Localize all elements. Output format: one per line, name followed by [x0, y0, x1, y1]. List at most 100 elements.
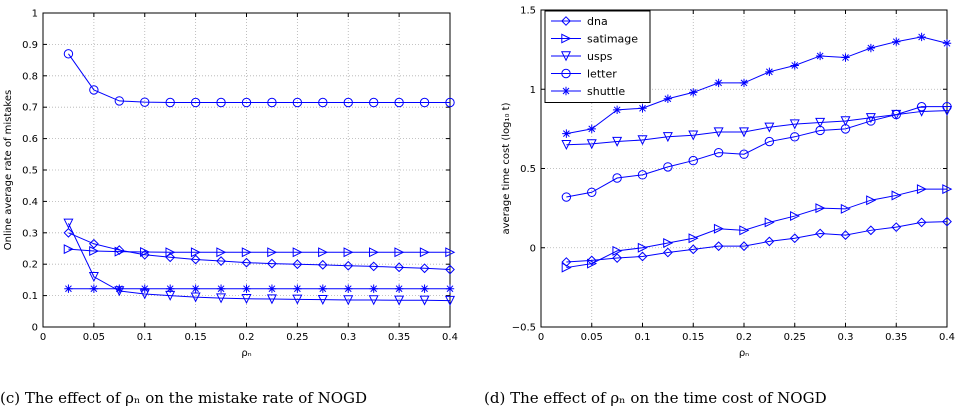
data-point: [790, 211, 801, 222]
data-point: [165, 247, 176, 258]
data-point: [587, 258, 598, 269]
x-axis-label: ρₙ: [241, 348, 251, 359]
data-point: [891, 222, 902, 233]
data-point: [140, 246, 151, 257]
data-point: [789, 233, 800, 244]
data-point: [638, 104, 647, 113]
x-tick-label: 0.25: [784, 332, 806, 343]
data-point: [865, 113, 876, 124]
data-point: [764, 217, 775, 228]
data-point: [713, 241, 724, 252]
data-point: [419, 247, 430, 258]
legend-label: shuttle: [587, 85, 625, 98]
series-line: [566, 106, 947, 198]
y-tick-label: 0.9: [22, 40, 38, 51]
data-point: [368, 295, 379, 306]
data-point: [317, 294, 328, 306]
data-point: [216, 284, 226, 293]
data-point: [587, 187, 597, 197]
data-point: [444, 295, 456, 306]
x-tick-label: 0.2: [239, 332, 255, 343]
legend-marker: [560, 51, 572, 62]
data-point: [689, 88, 698, 97]
data-point: [88, 238, 99, 249]
y-axis-label: Online average rate of mistakes: [3, 90, 14, 250]
data-point: [318, 284, 328, 293]
data-point: [266, 294, 277, 305]
data-point: [318, 247, 329, 258]
data-point: [840, 230, 851, 240]
data-point: [612, 136, 623, 147]
data-point: [343, 260, 354, 271]
data-point: [63, 244, 74, 255]
caption-time-cost: (d) The effect of ρₙ on the time cost of…: [484, 389, 827, 407]
series-satimage: [561, 184, 953, 273]
data-point: [242, 284, 251, 293]
data-point: [292, 294, 303, 305]
x-tick-label: 0.05: [83, 332, 105, 343]
y-tick-label: 0.2: [22, 260, 38, 271]
data-point: [267, 284, 277, 293]
series-letter: [561, 101, 952, 202]
x-tick-label: 0.35: [388, 332, 410, 343]
data-point: [115, 284, 124, 293]
data-point: [663, 162, 673, 172]
caption-mistake-rate: (c) The effect of ρₙ on the mistake rate…: [0, 389, 368, 407]
data-point: [637, 135, 648, 146]
y-tick-label: 0.8: [22, 71, 38, 82]
data-point: [368, 247, 380, 258]
x-tick-label: 0.25: [286, 332, 308, 343]
data-point: [866, 43, 876, 53]
x-axis-label: ρₙ: [739, 348, 749, 359]
data-point: [368, 97, 379, 108]
x-tick-label: 0.15: [184, 332, 206, 343]
data-point: [688, 155, 698, 166]
legend-box: [544, 10, 651, 103]
x-tick-label: 0.15: [682, 332, 704, 343]
legend-marker: [561, 16, 571, 26]
data-point: [714, 78, 723, 88]
x-tick-label: 0: [40, 332, 46, 343]
data-point: [343, 97, 353, 108]
data-point: [612, 173, 622, 183]
time-cost-chart: 0 0.05 0.1 0.15 0.2 0.25 0.3 0.35 0.4−0.500.511.…: [501, 6, 955, 360]
data-point: [916, 106, 927, 117]
data-point: [587, 124, 596, 134]
data-point: [241, 257, 252, 268]
data-point: [688, 244, 699, 255]
data-point: [190, 254, 201, 265]
data-point: [815, 228, 826, 239]
x-tick-label: 0.4: [442, 332, 458, 343]
data-point: [267, 97, 277, 108]
data-point: [88, 272, 99, 283]
y-tick-label: 0.5: [22, 166, 38, 177]
data-point: [739, 78, 749, 88]
data-point: [840, 203, 851, 214]
data-point: [561, 262, 572, 273]
data-point: [394, 284, 404, 293]
y-tick-label: 0.7: [22, 103, 38, 114]
data-point: [764, 122, 775, 133]
y-tick-label: 1: [530, 85, 536, 96]
data-point: [815, 125, 825, 136]
data-point: [916, 217, 927, 228]
data-point: [662, 132, 673, 143]
x-tick-label: 0.2: [736, 332, 752, 343]
data-point: [445, 284, 455, 293]
data-point: [140, 284, 149, 293]
series-line: [68, 248, 450, 253]
x-tick-label: 0: [538, 332, 544, 343]
data-point: [637, 170, 648, 180]
data-point: [561, 257, 572, 267]
y-tick-label: 0.1: [22, 291, 38, 302]
data-point: [713, 127, 724, 138]
data-point: [891, 109, 901, 120]
data-point: [420, 284, 429, 293]
data-point: [344, 284, 353, 293]
y-tick-label: 0.6: [22, 134, 38, 145]
series-dna: [561, 216, 952, 267]
x-tick-label: 0.05: [581, 332, 603, 343]
data-point: [688, 233, 699, 244]
data-point: [739, 225, 750, 236]
legend-label: satimage: [587, 33, 638, 46]
